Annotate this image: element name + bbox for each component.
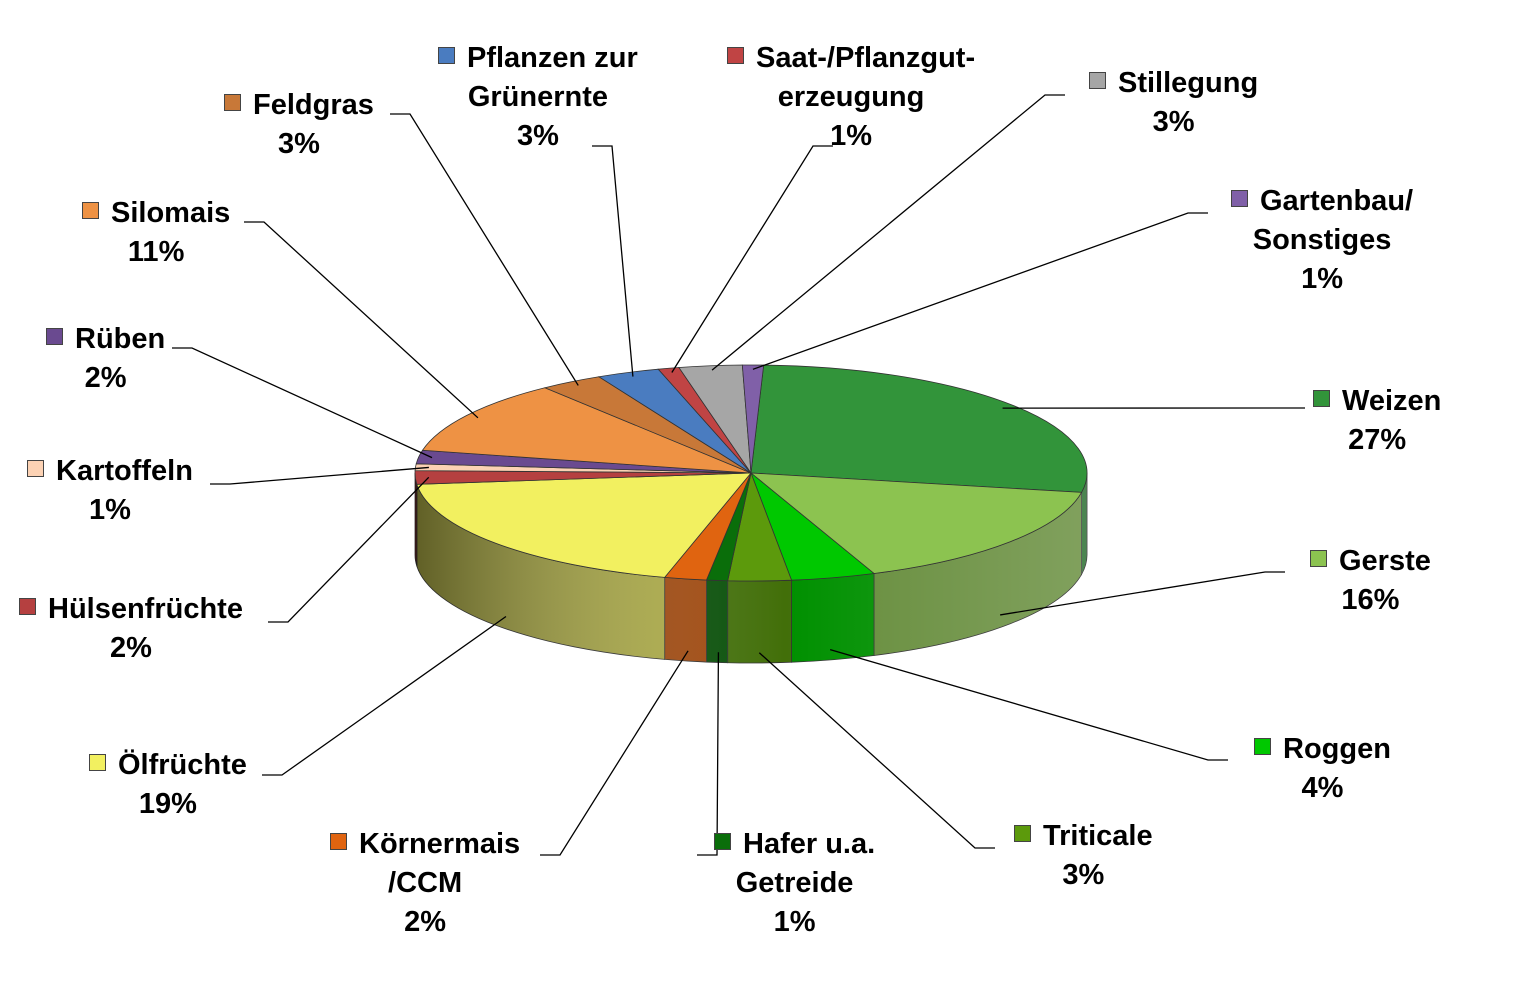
legend-swatch-7	[89, 754, 106, 771]
pie-slice-11	[421, 387, 752, 474]
slice-label-text: Gerste	[1339, 545, 1431, 577]
slice-label-12: Feldgras 3%	[224, 86, 374, 164]
slice-label-7: Ölfrüchte 19%	[89, 746, 247, 824]
leader-line-10	[172, 347, 433, 459]
legend-swatch-15	[1089, 72, 1106, 89]
slice-label-text: Weizen	[1342, 385, 1442, 417]
leader-line-9	[210, 466, 429, 485]
slice-label-14: Saat-/Pflanzgut-erzeugung 1%	[727, 39, 975, 156]
slice-percent: 2%	[110, 632, 152, 664]
slice-percent: 1%	[830, 120, 873, 152]
slice-percent: 16%	[1341, 584, 1400, 616]
slice-percent: 27%	[1348, 424, 1407, 456]
slice-label-text: Triticale	[1043, 820, 1153, 852]
slice-label-10: Rüben 2%	[46, 320, 165, 398]
pie-slice-2	[749, 472, 1083, 574]
slice-percent: 3%	[1062, 859, 1105, 891]
leader-line-8	[268, 476, 430, 623]
legend-swatch-13	[438, 47, 455, 64]
slice-percent: 4%	[1301, 772, 1344, 804]
slice-percent: 3%	[1152, 106, 1195, 138]
slice-label-4: Triticale 3%	[1014, 817, 1153, 895]
slice-percent: 1%	[89, 494, 131, 526]
slice-percent: 2%	[84, 362, 127, 394]
slice-label-text: Roggen	[1283, 733, 1391, 765]
slice-percent: 3%	[516, 120, 559, 152]
slice-percent: 19%	[138, 788, 197, 820]
slice-label-text: Hülsenfrüchte	[48, 593, 243, 625]
slice-label-text: Rüben	[75, 323, 166, 355]
slice-label-text: Hafer u.a.	[743, 828, 876, 860]
legend-swatch-12	[224, 94, 241, 111]
legend-swatch-1	[1313, 390, 1330, 407]
slice-percent: 3%	[277, 128, 320, 160]
leader-line-3	[829, 648, 1228, 761]
leader-line-14	[671, 145, 833, 373]
leader-line-6	[540, 650, 689, 856]
slice-percent: 2%	[404, 906, 447, 938]
legend-swatch-14	[727, 47, 744, 64]
legend-swatch-4	[1014, 825, 1031, 842]
legend-swatch-16	[1231, 190, 1248, 207]
leader-line-13	[592, 145, 634, 377]
slice-percent: 1%	[773, 906, 816, 938]
slice-label-text: Sonstiges	[1252, 224, 1392, 256]
leader-line-11	[244, 221, 479, 419]
slice-label-11: Silomais 11%	[82, 194, 230, 272]
slice-label-6: Körnermais/CCM 2%	[330, 825, 520, 942]
leader-line-2	[1000, 571, 1285, 616]
slice-percent: 1%	[1301, 263, 1343, 295]
leader-line-15	[711, 94, 1065, 371]
slice-label-8: Hülsenfrüchte 2%	[19, 590, 243, 668]
slice-label-9: Kartoffeln 1%	[27, 452, 193, 530]
slice-label-text: Gartenbau/	[1260, 185, 1414, 217]
leader-lines	[172, 94, 1305, 856]
legend-swatch-10	[46, 328, 63, 345]
slice-label-text: Körnermais	[359, 828, 521, 860]
leader-line-12	[390, 113, 579, 386]
pie-top-faces	[414, 364, 1088, 582]
legend-swatch-11	[82, 202, 99, 219]
slice-label-text: Silomais	[111, 197, 231, 229]
slice-label-text: Grünernte	[467, 81, 608, 113]
slice-percent: 11%	[127, 236, 185, 268]
legend-swatch-8	[19, 598, 36, 615]
slice-label-text: Kartoffeln	[56, 455, 193, 487]
slice-label-text: Feldgras	[253, 89, 374, 121]
slice-label-text: Stillegung	[1118, 67, 1259, 99]
leader-line-4	[758, 652, 995, 849]
slice-label-text: Saat-/Pflanzgut-	[756, 42, 976, 74]
slice-label-3: Roggen 4%	[1254, 730, 1391, 808]
pie-slice-1	[750, 364, 1088, 493]
slice-label-2: Gerste 16%	[1310, 542, 1431, 620]
slice-label-5: Hafer u.a. Getreide 1%	[714, 825, 875, 942]
slice-label-16: Gartenbau/Sonstiges 1%	[1231, 182, 1413, 299]
slice-label-text: erzeugung	[777, 81, 925, 113]
slice-label-text: /CCM	[388, 867, 463, 899]
legend-swatch-9	[27, 460, 44, 477]
pie-slice-7	[416, 472, 752, 578]
legend-swatch-2	[1310, 550, 1327, 567]
leader-line-5	[697, 652, 720, 856]
slice-label-13: Pflanzen zur Grünernte 3%	[438, 39, 638, 156]
legend-swatch-6	[330, 833, 347, 850]
slice-label-text: Pflanzen zur	[467, 42, 638, 74]
slice-label-text: Getreide	[735, 867, 854, 899]
leader-line-7	[262, 615, 507, 776]
legend-swatch-5	[714, 833, 731, 850]
pie-side-shading	[415, 473, 1087, 663]
slice-label-15: Stillegung 3%	[1089, 64, 1258, 142]
pie-side-walls	[414, 472, 1088, 664]
leader-line-16	[752, 212, 1208, 370]
slice-label-text: Ölfrüchte	[118, 749, 247, 781]
legend-swatch-3	[1254, 738, 1271, 755]
slice-label-1: Weizen 27%	[1313, 382, 1441, 460]
